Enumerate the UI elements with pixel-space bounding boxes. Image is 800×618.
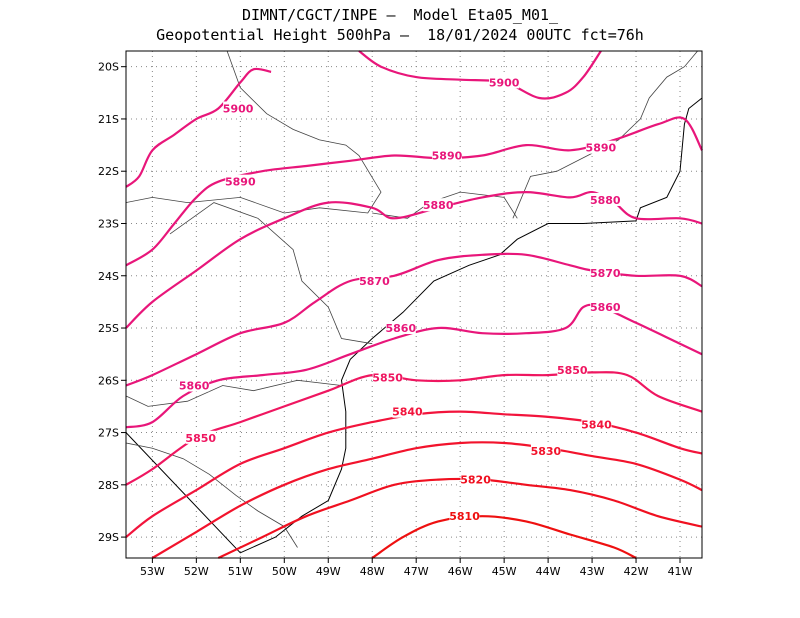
contour-label-bg — [385, 321, 416, 335]
lon-tick-label: 43W — [580, 565, 605, 578]
lon-tick-label: 48W — [360, 565, 385, 578]
contour-5900 — [358, 50, 602, 100]
state-border — [169, 202, 373, 345]
map-title-line2: Geopotential Height 500hPa – 18/01/2024 … — [156, 26, 644, 44]
contour-5820 — [217, 477, 703, 559]
contour-label-bg — [423, 198, 454, 212]
contour-label-bg — [530, 443, 561, 457]
contour-label-bg — [581, 417, 612, 431]
axis-ticks: 53W 52W 51W 50W 49W 48W 47W 46W 45W 44W 43W 42W 41W 2… — [98, 61, 693, 578]
map-frame — [125, 50, 703, 559]
lat-tick-label: 27S — [98, 427, 119, 440]
contour-label-bg — [585, 140, 616, 154]
lat-tick-label: 25S — [98, 322, 119, 335]
contour-label-bg — [392, 404, 423, 418]
contour-label-bg — [590, 192, 621, 206]
contour-label-5860: 5860 — [179, 380, 210, 393]
contour-5890 — [125, 116, 703, 267]
contour-label-bg — [557, 362, 588, 376]
contour-label-5840: 5840 — [392, 406, 423, 419]
contour-5830 — [151, 441, 703, 559]
lat-tick-label: 20S — [98, 61, 119, 74]
lon-tick-label: 46W — [448, 565, 473, 578]
contour-label-5820: 5820 — [460, 474, 491, 487]
lon-tick-label: 51W — [228, 565, 253, 578]
map-title-line1: DIMNT/CGCT/INPE – Model Eta05_M01_ — [241, 6, 559, 24]
contour-label-5880: 5880 — [590, 194, 621, 207]
contour-label-bg — [359, 273, 390, 287]
contour-5850 — [125, 371, 703, 486]
lat-tick-label: 26S — [98, 374, 119, 387]
contour-label-bg — [460, 472, 491, 486]
contour-label-5850: 5850 — [372, 372, 403, 385]
contour-label-5830: 5830 — [531, 445, 562, 458]
contour-label-5840: 5840 — [581, 419, 612, 432]
contour-label-5860: 5860 — [385, 322, 416, 335]
contour-label-bg — [225, 174, 256, 188]
contour-label-5890: 5890 — [586, 142, 617, 155]
lon-tick-label: 42W — [624, 565, 649, 578]
contour-label-5850: 5850 — [557, 364, 588, 377]
lon-tick-label: 47W — [404, 565, 429, 578]
contour-label-bg — [489, 75, 520, 89]
contour-label-bg — [372, 370, 403, 384]
contour-label-bg — [590, 266, 621, 280]
lat-tick-label: 22S — [98, 165, 119, 178]
contour-lines — [125, 50, 703, 559]
contour-label-5870: 5870 — [359, 275, 390, 288]
lat-tick-label: 29S — [98, 531, 119, 544]
contour-labels: 5900 5900 5890 5890 5890 5880 5880 5870 5870 5860… — [179, 75, 621, 523]
contour-label-bg — [449, 509, 480, 523]
lon-tick-label: 45W — [492, 565, 517, 578]
lon-tick-label: 49W — [316, 565, 341, 578]
state-border — [125, 442, 298, 548]
contour-label-bg — [179, 378, 210, 392]
contour-label-5870: 5870 — [590, 267, 621, 280]
contour-label-5850: 5850 — [185, 432, 216, 445]
coastline — [125, 97, 703, 554]
lon-tick-label: 53W — [140, 565, 165, 578]
contour-label-bg — [185, 430, 216, 444]
contour-label-bg — [590, 300, 621, 314]
contour-label-5880: 5880 — [423, 199, 454, 212]
state-border — [512, 50, 698, 219]
state-border — [125, 379, 342, 407]
graticule — [126, 51, 702, 558]
lon-tick-label: 52W — [184, 565, 209, 578]
state-border — [125, 50, 382, 214]
contour-label-5890: 5890 — [225, 176, 256, 189]
contour-5810 — [371, 515, 637, 559]
lat-tick-label: 24S — [98, 270, 119, 283]
contour-label-5810: 5810 — [449, 510, 480, 523]
lon-tick-label: 44W — [536, 565, 561, 578]
lat-tick-label: 23S — [98, 217, 119, 230]
lat-tick-label: 28S — [98, 479, 119, 492]
contour-label-5860: 5860 — [590, 301, 621, 314]
lat-tick-label: 21S — [98, 113, 119, 126]
lon-tick-label: 50W — [272, 565, 297, 578]
contour-label-5890: 5890 — [432, 150, 463, 163]
contour-label-bg — [431, 148, 462, 162]
contour-label-bg — [223, 101, 254, 115]
contour-label-5900: 5900 — [223, 102, 254, 115]
contour-5900 — [125, 67, 272, 188]
lon-tick-label: 41W — [668, 565, 693, 578]
contour-label-5900: 5900 — [489, 76, 520, 89]
